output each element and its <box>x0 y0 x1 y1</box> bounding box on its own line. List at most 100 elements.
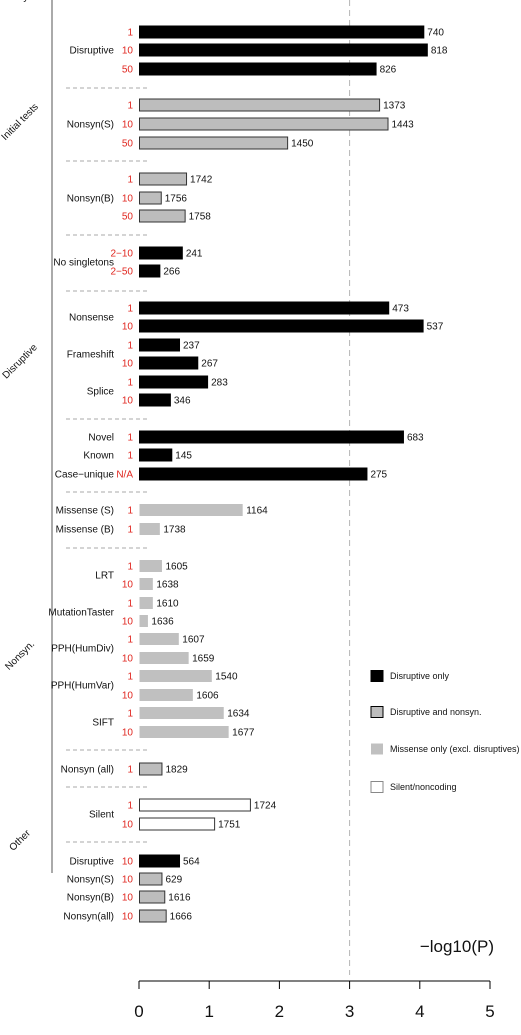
count-label: 241 <box>186 249 203 260</box>
count-label: 267 <box>201 359 218 370</box>
count-label: 1616 <box>168 893 191 904</box>
bar <box>139 504 243 516</box>
bar <box>139 523 160 535</box>
count-label: 1659 <box>192 654 215 665</box>
row-label: Nonsyn(B) <box>67 194 114 205</box>
bar <box>139 117 389 131</box>
bar <box>139 872 163 886</box>
row-label: Missense (S) <box>56 506 114 517</box>
threshold-label: 1 <box>127 101 133 112</box>
bar <box>139 430 404 444</box>
count-label: 266 <box>163 267 180 278</box>
threshold-label: 1 <box>127 175 133 186</box>
bar <box>139 726 229 738</box>
count-label: 1751 <box>218 820 241 831</box>
threshold-label: 1 <box>127 801 133 812</box>
bar <box>139 467 368 481</box>
count-label: 1373 <box>383 101 406 112</box>
threshold-label: 1 <box>127 672 133 683</box>
group-label: Other <box>7 828 33 854</box>
count-label: 1605 <box>165 562 188 573</box>
bar <box>139 615 148 627</box>
x-tick-label: 2 <box>275 1002 284 1021</box>
threshold-label: 10 <box>122 46 134 57</box>
count-label: 1666 <box>170 912 193 923</box>
legend: Disruptive only Disruptive and nonsyn. Mis… <box>370 670 520 793</box>
bar <box>139 762 163 776</box>
threshold-label: 10 <box>122 396 134 407</box>
threshold-label: 10 <box>122 120 134 131</box>
legend-swatch <box>370 670 384 682</box>
bar <box>139 560 162 572</box>
count-label: 1540 <box>215 672 238 683</box>
group-label: Initial tests <box>0 102 41 143</box>
bar <box>139 890 166 904</box>
bar <box>139 393 171 407</box>
count-label: 1742 <box>190 175 213 186</box>
bar <box>139 798 251 812</box>
bar <box>139 172 188 186</box>
row-label: Frameshift <box>67 350 114 361</box>
x-tick-label: 0 <box>134 1002 143 1021</box>
count-label: 740 <box>427 28 444 39</box>
row-label: PPH(HumVar) <box>51 681 114 692</box>
threshold-label: 2−50 <box>110 267 133 278</box>
count-label: 1829 <box>165 765 188 776</box>
threshold-label: 50 <box>122 212 134 223</box>
row-label: Known <box>83 451 114 462</box>
count-label: 283 <box>211 378 228 389</box>
bar <box>139 854 181 868</box>
count-label: 1638 <box>156 580 179 591</box>
threshold-label: 1 <box>127 378 133 389</box>
row-label: Nonsyn(all) <box>63 912 114 923</box>
threshold-label: 10 <box>122 359 134 370</box>
row-label: SIFT <box>92 718 114 729</box>
bar <box>139 909 167 923</box>
count-label: 1677 <box>232 728 255 739</box>
bar <box>139 43 428 57</box>
threshold-label: 1 <box>127 451 133 462</box>
count-label: 346 <box>174 396 191 407</box>
threshold-label: 1 <box>127 599 133 610</box>
bar <box>139 98 381 112</box>
bar <box>139 356 199 370</box>
threshold-label: 10 <box>122 617 134 628</box>
bar <box>139 264 161 278</box>
bar <box>139 597 153 609</box>
count-label: 683 <box>407 433 424 444</box>
legend-label: Missense only (excl. disruptives) <box>390 744 520 754</box>
threshold-label: 1 <box>127 765 133 776</box>
count-label: 629 <box>165 875 182 886</box>
x-tick-label: 4 <box>415 1002 424 1021</box>
count-label: 1606 <box>196 691 219 702</box>
threshold-label: 1 <box>127 709 133 720</box>
count-label: 1610 <box>156 599 179 610</box>
row-label: Nonsyn(S) <box>67 875 114 886</box>
count-label: 1724 <box>254 801 277 812</box>
bar <box>139 246 183 260</box>
count-label: 237 <box>183 341 200 352</box>
count-label: 826 <box>380 65 397 76</box>
count-label: 145 <box>175 451 192 462</box>
threshold-label: 50 <box>122 139 134 150</box>
row-label: MutationTaster <box>48 608 114 619</box>
count-label: 537 <box>427 322 444 333</box>
bar <box>139 633 179 645</box>
threshold-label: 10 <box>122 691 134 702</box>
count-label: 1756 <box>165 194 188 205</box>
bar <box>139 689 193 701</box>
bar <box>139 375 209 389</box>
bar <box>139 817 216 831</box>
bar <box>139 338 181 352</box>
bar <box>139 319 424 333</box>
count-label: 275 <box>370 470 387 481</box>
x-tick-label: 5 <box>485 1002 494 1021</box>
row-label: Missense (B) <box>56 525 114 536</box>
bar <box>139 301 390 315</box>
threshold-label: 50 <box>122 65 134 76</box>
count-label: 473 <box>392 304 409 315</box>
bar <box>139 707 224 719</box>
bar <box>139 670 212 682</box>
threshold-label: 10 <box>122 728 134 739</box>
